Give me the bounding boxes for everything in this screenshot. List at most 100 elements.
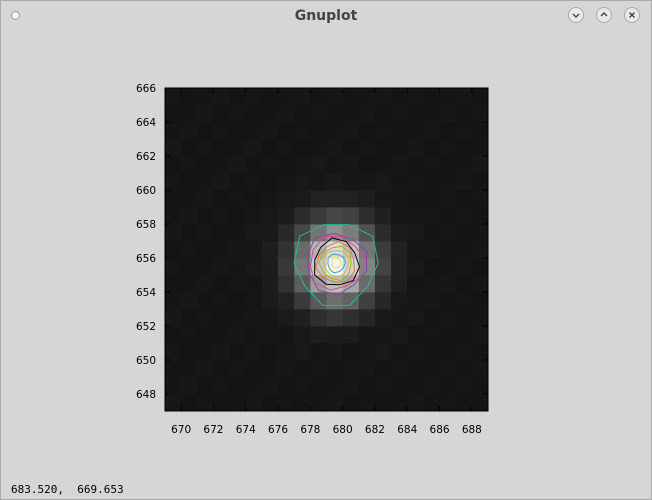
heatmap-cell	[261, 275, 279, 293]
heatmap-cell	[358, 156, 376, 174]
x-tick-label: 688	[462, 424, 482, 436]
heatmap-cell	[245, 258, 263, 276]
heatmap-cell	[439, 292, 457, 310]
heatmap-cell	[197, 258, 214, 276]
y-tick-label: 664	[136, 117, 156, 129]
heatmap-cell	[229, 173, 247, 191]
heatmap-cell	[439, 258, 457, 276]
heatmap-cell	[391, 258, 408, 276]
heatmap-cell	[310, 173, 327, 191]
heatmap-cell	[358, 190, 376, 208]
heatmap-cell	[423, 343, 440, 361]
heatmap-cell	[471, 156, 489, 174]
heatmap-cell	[213, 139, 230, 157]
maximize-button[interactable]	[596, 7, 612, 23]
heatmap-cell	[423, 394, 440, 412]
heatmap-cell	[197, 122, 214, 140]
heatmap-cell	[455, 139, 473, 157]
heatmap-cell	[407, 139, 424, 157]
heatmap-cell	[391, 207, 408, 225]
heatmap-cell	[326, 292, 344, 310]
heatmap-cell	[326, 105, 344, 123]
heatmap-cell	[181, 224, 198, 242]
mouse-coordinates-readout: 683.520, 669.653	[11, 483, 124, 496]
heatmap-cell	[245, 105, 263, 123]
heatmap-cell	[229, 275, 247, 293]
window-menu-icon[interactable]	[11, 11, 20, 20]
heatmap-cell	[165, 343, 182, 361]
heatmap-cell	[197, 88, 214, 106]
heatmap-cell	[342, 88, 360, 106]
heatmap-cell	[213, 122, 230, 140]
heatmap-cell	[423, 377, 440, 395]
heatmap-cell	[358, 292, 376, 310]
heatmap-cell	[278, 207, 295, 225]
heatmap-cell	[439, 360, 457, 378]
heatmap-cell	[197, 394, 214, 412]
heatmap-cell	[455, 241, 473, 259]
y-tick-label: 658	[136, 219, 156, 231]
close-button[interactable]	[624, 7, 640, 23]
heatmap-cell	[181, 377, 198, 395]
heatmap-cell	[165, 360, 182, 378]
heatmap-cell	[471, 241, 489, 259]
plot-border	[164, 87, 489, 412]
heatmap-cell	[278, 309, 295, 327]
heatmap-cell	[455, 190, 473, 208]
heatmap-cell	[374, 173, 392, 191]
heatmap-cell	[278, 173, 295, 191]
heatmap-cell	[439, 105, 457, 123]
heatmap-cell	[310, 105, 327, 123]
heatmap-cell	[358, 105, 376, 123]
minimize-button[interactable]	[568, 7, 584, 23]
heatmap-cell	[181, 360, 198, 378]
plot-canvas[interactable]: 670 672 674 676 678 680 682 684 686 688 648 650 652 6…	[1, 1, 651, 481]
heatmap-cell	[229, 156, 247, 174]
heatmap-cell	[374, 156, 392, 174]
heatmap-cell	[245, 326, 263, 344]
heatmap-cell	[197, 343, 214, 361]
heatmap-cell	[165, 105, 182, 123]
heatmap-cell	[278, 360, 295, 378]
heatmap-cell	[245, 122, 263, 140]
heatmap-cell	[278, 394, 295, 412]
heatmap-cell	[278, 156, 295, 174]
contour-lines	[293, 224, 379, 306]
heatmap-cell	[342, 377, 360, 395]
heatmap-cell	[391, 394, 408, 412]
heatmap-cell	[245, 156, 263, 174]
x-tick-label: 684	[397, 424, 417, 436]
title-bar[interactable]: Gnuplot	[1, 1, 651, 33]
heatmap-cell	[326, 343, 344, 361]
heatmap-cell	[358, 326, 376, 344]
heatmap-cell	[229, 360, 247, 378]
heatmap-cell	[310, 360, 327, 378]
heatmap-cell	[165, 309, 182, 327]
heatmap-cell	[342, 190, 360, 208]
x-tick-label: 680	[333, 424, 353, 436]
heatmap-cell	[245, 139, 263, 157]
heatmap-cell	[439, 309, 457, 327]
heatmap-cell	[181, 207, 198, 225]
heatmap-cell	[245, 88, 263, 106]
heatmap-cell	[181, 139, 198, 157]
heatmap-cell	[342, 207, 360, 225]
heatmap-cell	[471, 326, 489, 344]
heatmap-cell	[439, 156, 457, 174]
y-tick-label: 652	[136, 321, 156, 333]
contour-line	[314, 237, 361, 286]
heatmap-cell	[245, 309, 263, 327]
heatmap-cell	[391, 360, 408, 378]
heatmap-cell	[455, 224, 473, 242]
heatmap-cell	[374, 190, 392, 208]
heatmap-cell	[391, 88, 408, 106]
heatmap-cell	[229, 309, 247, 327]
heatmap-cell	[310, 275, 327, 293]
heatmap-cell	[423, 224, 440, 242]
heatmap-cell	[439, 173, 457, 191]
heatmap-cell	[374, 343, 392, 361]
heatmap-cell	[391, 122, 408, 140]
heatmap-cell	[197, 139, 214, 157]
heatmap-cell	[407, 326, 424, 344]
heatmap-cell	[391, 292, 408, 310]
